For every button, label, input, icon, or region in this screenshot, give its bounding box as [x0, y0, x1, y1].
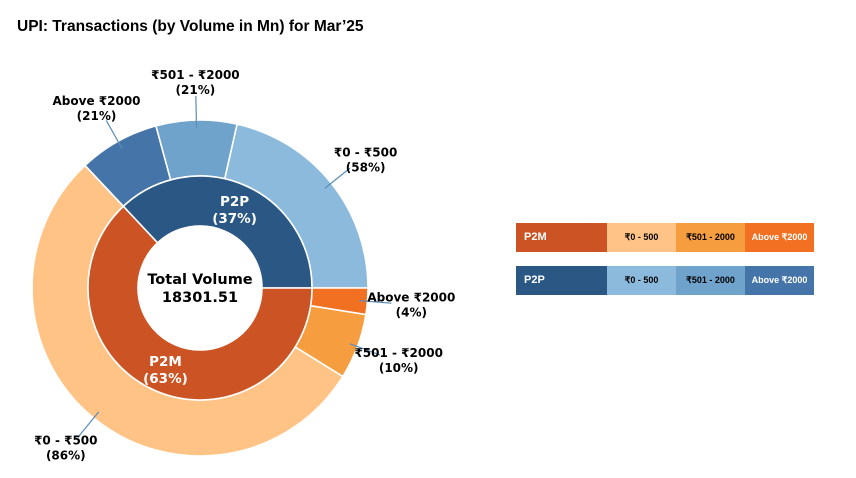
leader-line-p2p-501-2000 [195, 96, 198, 129]
outer-pct-p2p-above-2000: (21%) [77, 109, 117, 123]
legend-row-p2p: P2P ₹0 - 500 ₹501 - 2000 Above ₹2000 [516, 266, 814, 295]
legend-cell-p2p-501-2000: ₹501 - 2000 [676, 266, 745, 295]
center-label-line2: 18301.51 [162, 290, 238, 306]
leader-line-p2p-0-500 [324, 167, 351, 189]
center-label-line1: Total Volume [147, 272, 252, 288]
outer-label-p2m-above-2000: Above ₹2000 [367, 290, 455, 304]
outer-pct-p2m-501-2000: (10%) [379, 361, 419, 375]
legend-row-p2m: P2M ₹0 - 500 ₹501 - 2000 Above ₹2000 [516, 223, 814, 252]
outer-label-p2p-above-2000: Above ₹2000 [53, 94, 141, 108]
outer-label-p2p-0-500: ₹0 - ₹500 [334, 145, 397, 159]
inner-pct-p2p: (37%) [212, 211, 257, 227]
outer-label-p2m-0-500: ₹0 - ₹500 [34, 433, 97, 447]
legend-head-p2m: P2M [516, 223, 607, 252]
donut-center-hole [138, 226, 262, 350]
legend-cell-p2m-501-2000: ₹501 - 2000 [676, 223, 745, 252]
leader-line-p2m-0-500 [77, 411, 100, 438]
legend-cell-p2m-above-2000: Above ₹2000 [745, 223, 814, 252]
chart-title: UPI: Transactions (by Volume in Mn) for … [17, 18, 364, 35]
inner-label-p2m: P2M [149, 354, 182, 370]
leader-line-p2p-above-2000 [105, 120, 123, 149]
legend-cell-p2m-0-500: ₹0 - 500 [607, 223, 676, 252]
outer-pct-p2p-0-500: (58%) [346, 160, 386, 174]
inner-pct-p2m: (63%) [143, 371, 188, 387]
legend-cell-p2p-above-2000: Above ₹2000 [745, 266, 814, 295]
leader-line-p2m-501-2000 [349, 343, 381, 356]
outer-label-p2p-501-2000: ₹501 - ₹2000 [151, 68, 239, 82]
inner-label-p2p: P2P [220, 194, 249, 210]
outer-pct-p2m-0-500: (86%) [46, 448, 86, 462]
outer-label-p2m-501-2000: ₹501 - ₹2000 [354, 346, 442, 360]
outer-pct-p2m-above-2000: (4%) [396, 305, 427, 319]
legend-head-p2p: P2P [516, 266, 607, 295]
outer-pct-p2p-501-2000: (21%) [176, 83, 216, 97]
legend-cell-p2p-0-500: ₹0 - 500 [607, 266, 676, 295]
leader-line-p2m-above-2000 [359, 300, 392, 304]
